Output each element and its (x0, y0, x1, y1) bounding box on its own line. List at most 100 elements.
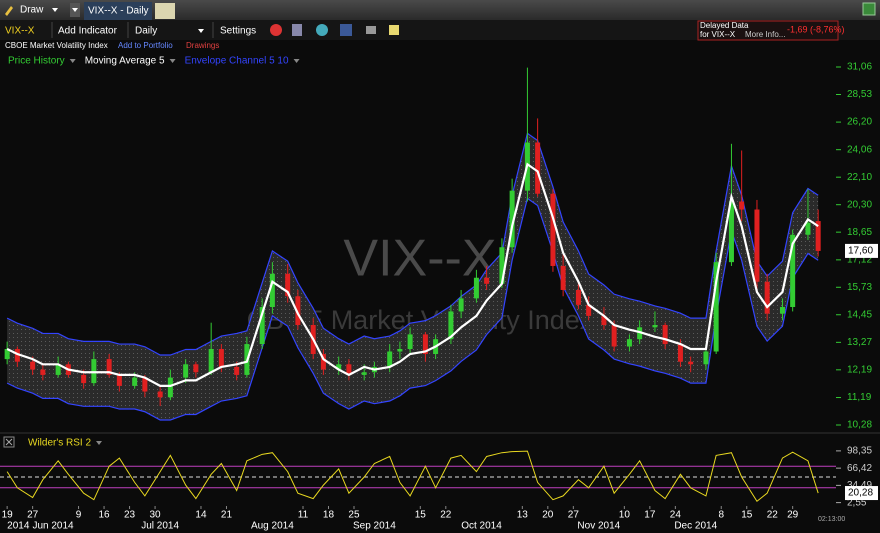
y-tick-label: 20,30 (847, 199, 872, 210)
tab[interactable] (84, 2, 152, 20)
x-tick-label: 15 (741, 510, 753, 521)
alarm-icon[interactable] (270, 24, 282, 36)
candle-body (626, 339, 632, 347)
y-tick-label: 34,49 (847, 480, 872, 491)
x-tick-label: 22 (767, 510, 779, 521)
candle-body (116, 374, 122, 386)
share-icon[interactable] (366, 26, 376, 34)
candle-body (218, 348, 224, 367)
note-icon[interactable] (389, 25, 399, 35)
month-label: 2014 (7, 521, 30, 532)
y-tick-label: 15,73 (847, 282, 872, 293)
candle-body (361, 372, 367, 375)
candle-body (397, 348, 403, 352)
instrument-name: CBOE Market Volatility Index (5, 41, 108, 50)
price-change: -1,69 (-8,76%) (787, 24, 845, 34)
dropdown-arrow (69, 59, 76, 63)
month-label: Sep 2014 (353, 521, 396, 532)
add-to-portfolio[interactable]: Add to Portfolio (118, 41, 173, 50)
y-tick-label: 31,06 (847, 62, 872, 73)
candle-body (550, 193, 556, 266)
candle-body (688, 361, 694, 365)
legend-entry[interactable]: Envelope Channel 5 10 (185, 56, 289, 67)
legend-entry[interactable]: Price History (8, 56, 65, 67)
x-tick-label: 11 (298, 510, 309, 521)
candle-body (407, 334, 413, 349)
close-icon[interactable] (5, 438, 13, 446)
candle-body (387, 351, 393, 367)
watermark: VIX--X (343, 230, 496, 288)
symbol[interactable]: VIX--X (5, 26, 35, 37)
month-label: Oct 2014 (461, 521, 502, 532)
dropdown-arrow[interactable] (96, 441, 102, 445)
more-info[interactable]: More Info... (745, 30, 785, 39)
candle-body (320, 354, 326, 370)
dropdown-arrow[interactable] (52, 8, 58, 12)
candle-body (611, 325, 617, 347)
period[interactable]: Daily (135, 26, 157, 37)
x-tick-label: 23 (124, 510, 136, 521)
x-tick-label: 27 (27, 510, 39, 521)
symbol-bar (0, 20, 880, 40)
x-tick-label: 19 (2, 510, 14, 521)
candle-body (30, 361, 36, 370)
legend-entry[interactable]: Moving Average 5 (85, 56, 165, 67)
candle-body (560, 265, 566, 290)
x-tick-label: 27 (568, 510, 580, 521)
price-plot (4, 67, 821, 421)
candle-body (193, 364, 199, 373)
candle-body (458, 298, 464, 312)
candle-body (713, 262, 719, 352)
x-tick-label: 20 (542, 510, 554, 521)
candle-body (586, 304, 592, 316)
x-tick-label: 21 (221, 510, 233, 521)
candle-body (142, 377, 148, 392)
x-tick-label: 8 (718, 510, 724, 521)
candle-body (652, 325, 658, 328)
y-tick-label: 10,28 (847, 420, 872, 431)
candle-body (739, 201, 745, 210)
month-label: Nov 2014 (577, 521, 620, 532)
candle-body (790, 234, 796, 308)
settings[interactable]: Settings (220, 26, 256, 37)
window-button[interactable] (862, 2, 876, 16)
close-panel[interactable] (3, 436, 15, 448)
x-tick-label: 30 (150, 510, 162, 521)
candle-body (637, 327, 643, 340)
candle-body (346, 364, 352, 375)
candle-body (499, 247, 505, 284)
month-label: Jun 2014 (32, 521, 74, 532)
draw-button[interactable]: Draw (20, 5, 44, 16)
twitter-icon[interactable] (316, 24, 328, 36)
candle-body (662, 325, 668, 345)
tab-title[interactable]: VIX--X - Daily (88, 6, 149, 17)
y-tick-label: 14,45 (847, 309, 872, 320)
drawings[interactable]: Drawings (186, 41, 219, 50)
candle-body (14, 348, 20, 362)
month-label: Dec 2014 (674, 521, 717, 532)
quote-box (697, 20, 839, 41)
candle-body (132, 377, 138, 386)
x-tick-label: 22 (440, 510, 452, 521)
x-tick-label: 18 (323, 510, 335, 521)
pencil-icon[interactable] (5, 6, 13, 16)
add-indicator[interactable]: Add Indicator (58, 26, 118, 37)
candle-body (40, 369, 46, 375)
dropdown-arrow[interactable] (198, 29, 204, 33)
facebook-icon[interactable] (340, 24, 352, 36)
candle-body (269, 273, 275, 308)
envelope-upper (6, 132, 819, 356)
notes-icon[interactable] (292, 24, 302, 36)
top-toolbar (0, 0, 880, 20)
candle-body (285, 273, 291, 297)
last-value-label: 20,28 (848, 488, 873, 499)
candle-body (167, 377, 173, 398)
candle-body (55, 364, 61, 375)
candle-body (601, 315, 607, 326)
candle-body (81, 374, 87, 384)
new-tab[interactable] (155, 3, 175, 19)
x-tick-label: 17 (644, 510, 656, 521)
